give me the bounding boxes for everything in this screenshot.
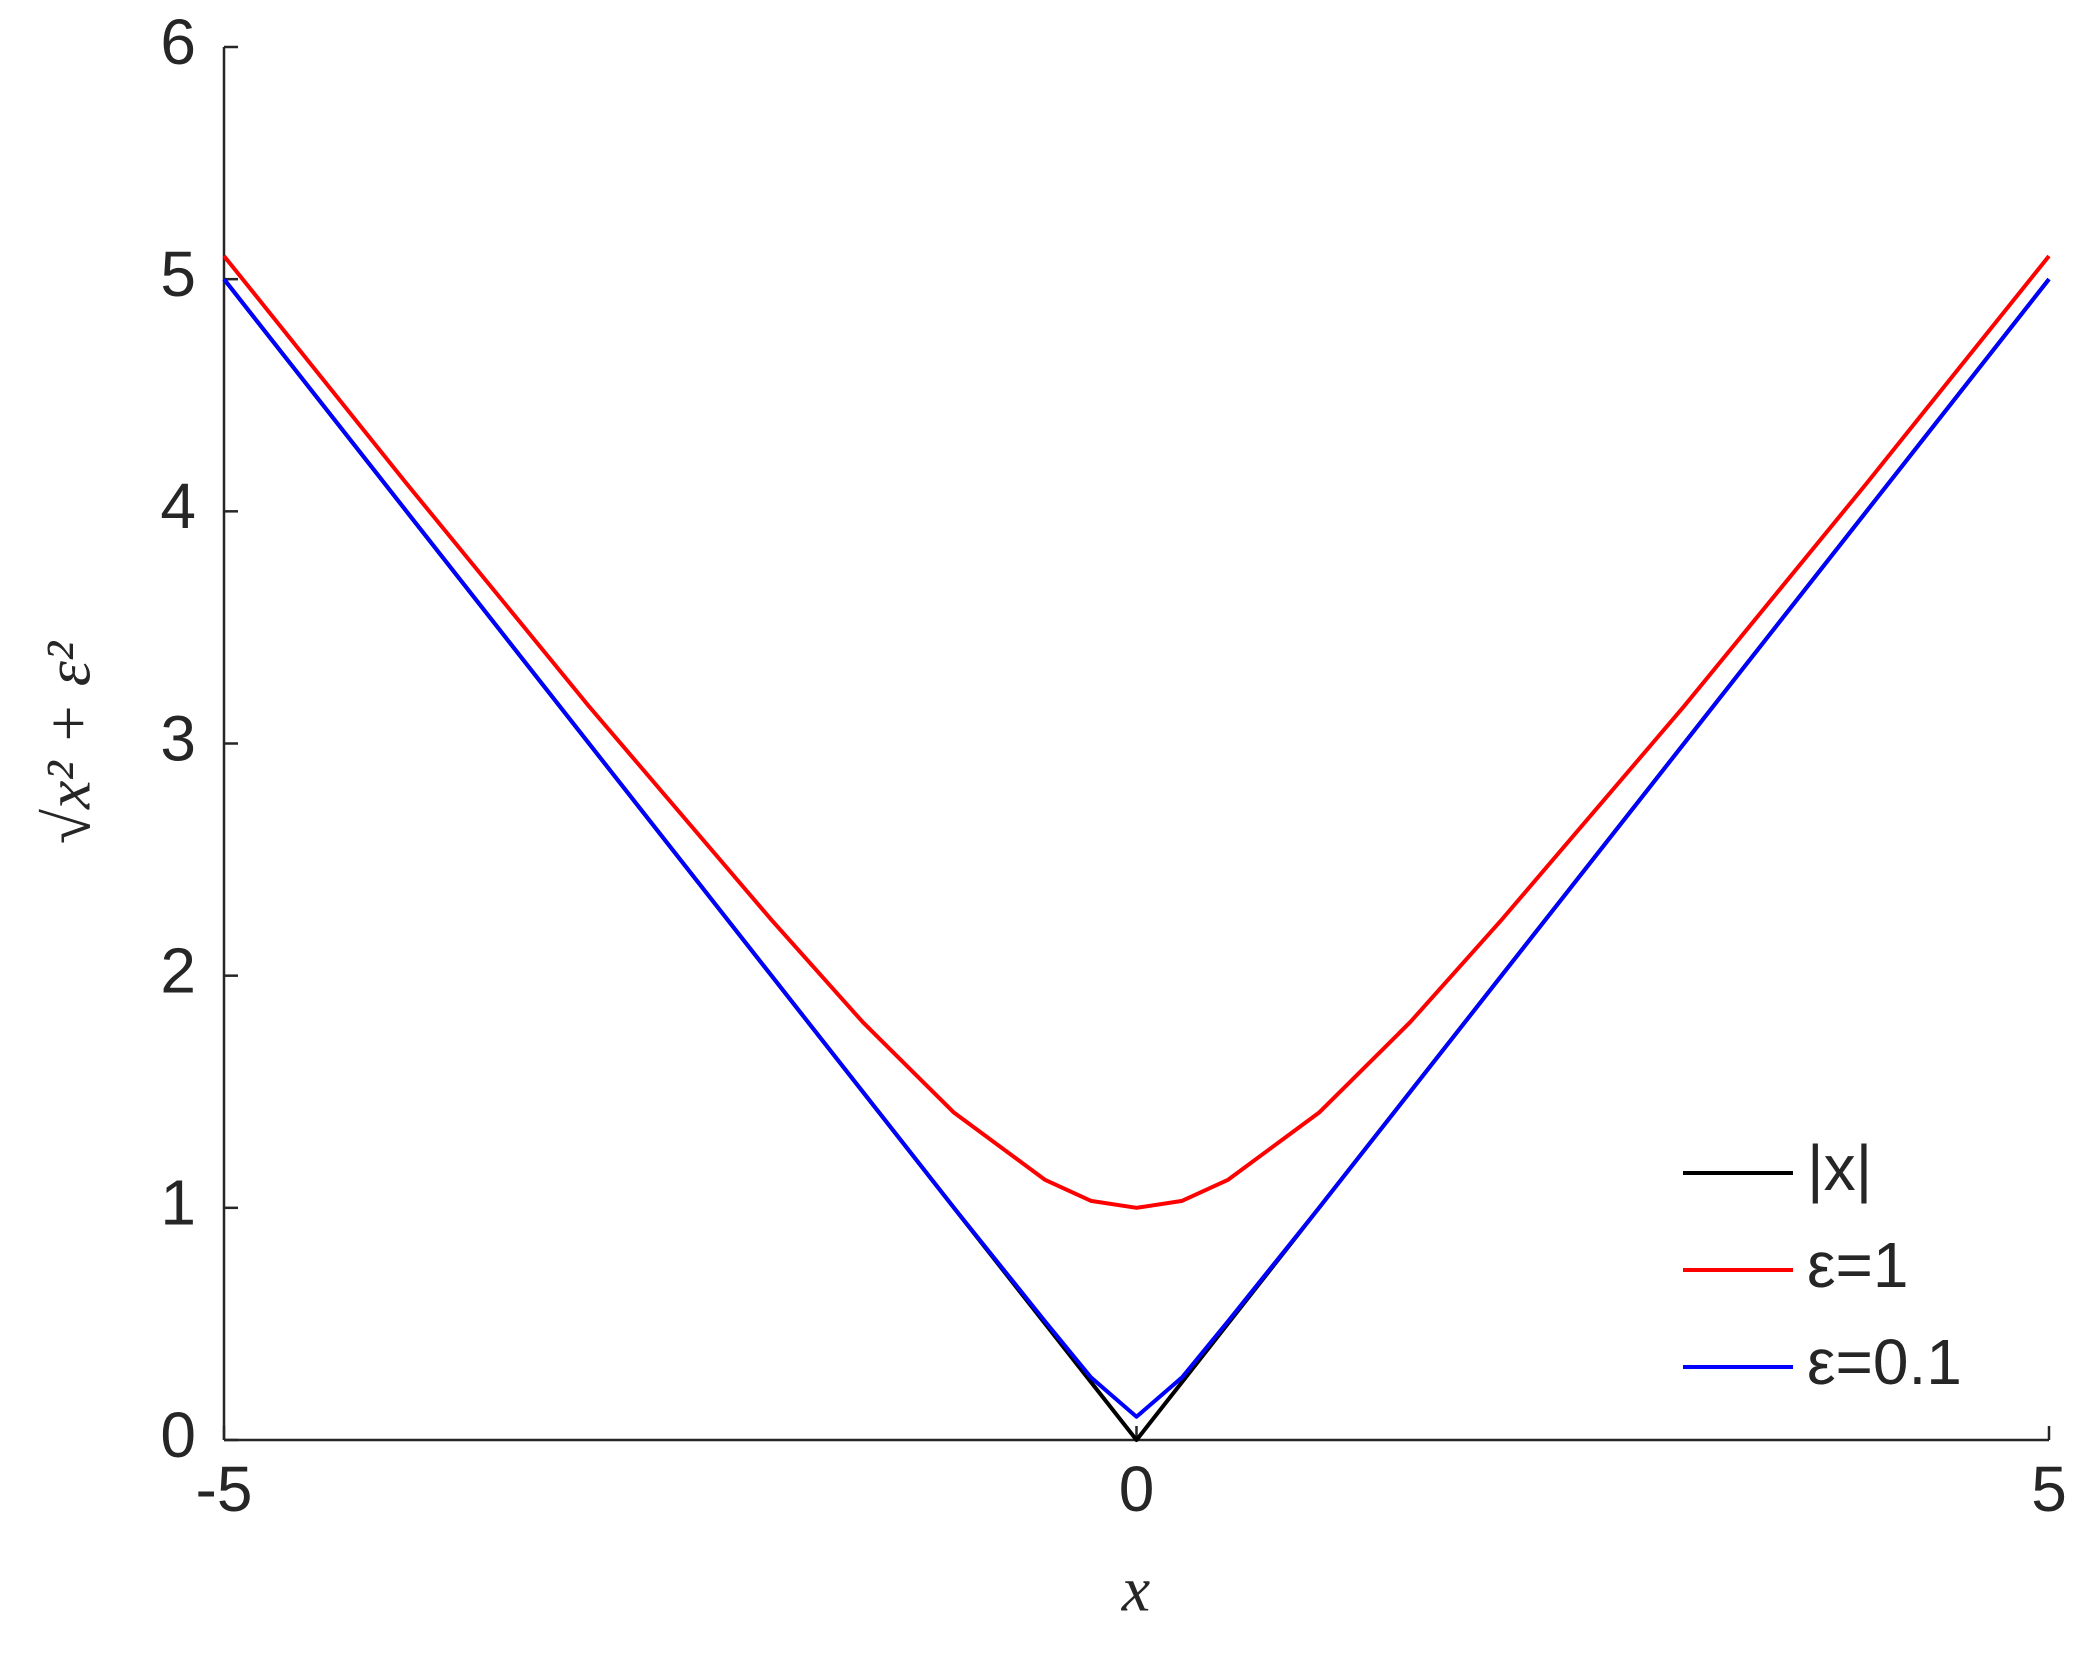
series-line [222, 254, 2051, 1210]
y-tick-label: 5 [160, 238, 196, 310]
y-tick-label: 3 [160, 702, 196, 774]
y-tick-label: 4 [160, 470, 196, 542]
y-tick-label: 6 [160, 6, 196, 78]
series-line [222, 277, 2051, 1419]
y-axis-label: √x² + ε² [33, 640, 104, 844]
x-tick-label: -5 [196, 1453, 253, 1525]
x-tick-label: 0 [1119, 1453, 1155, 1525]
x-axis-label: x [1121, 1554, 1150, 1625]
legend-label: ε=0.1 [1807, 1326, 1962, 1398]
legend-label: ε=1 [1807, 1229, 1909, 1301]
series-line [222, 277, 2051, 1442]
y-tick-label: 0 [160, 1399, 196, 1471]
y-tick-label: 2 [160, 935, 196, 1007]
x-tick-label: 5 [2031, 1453, 2067, 1525]
legend-label: |x| [1807, 1132, 1872, 1204]
y-tick-label: 1 [160, 1167, 196, 1239]
